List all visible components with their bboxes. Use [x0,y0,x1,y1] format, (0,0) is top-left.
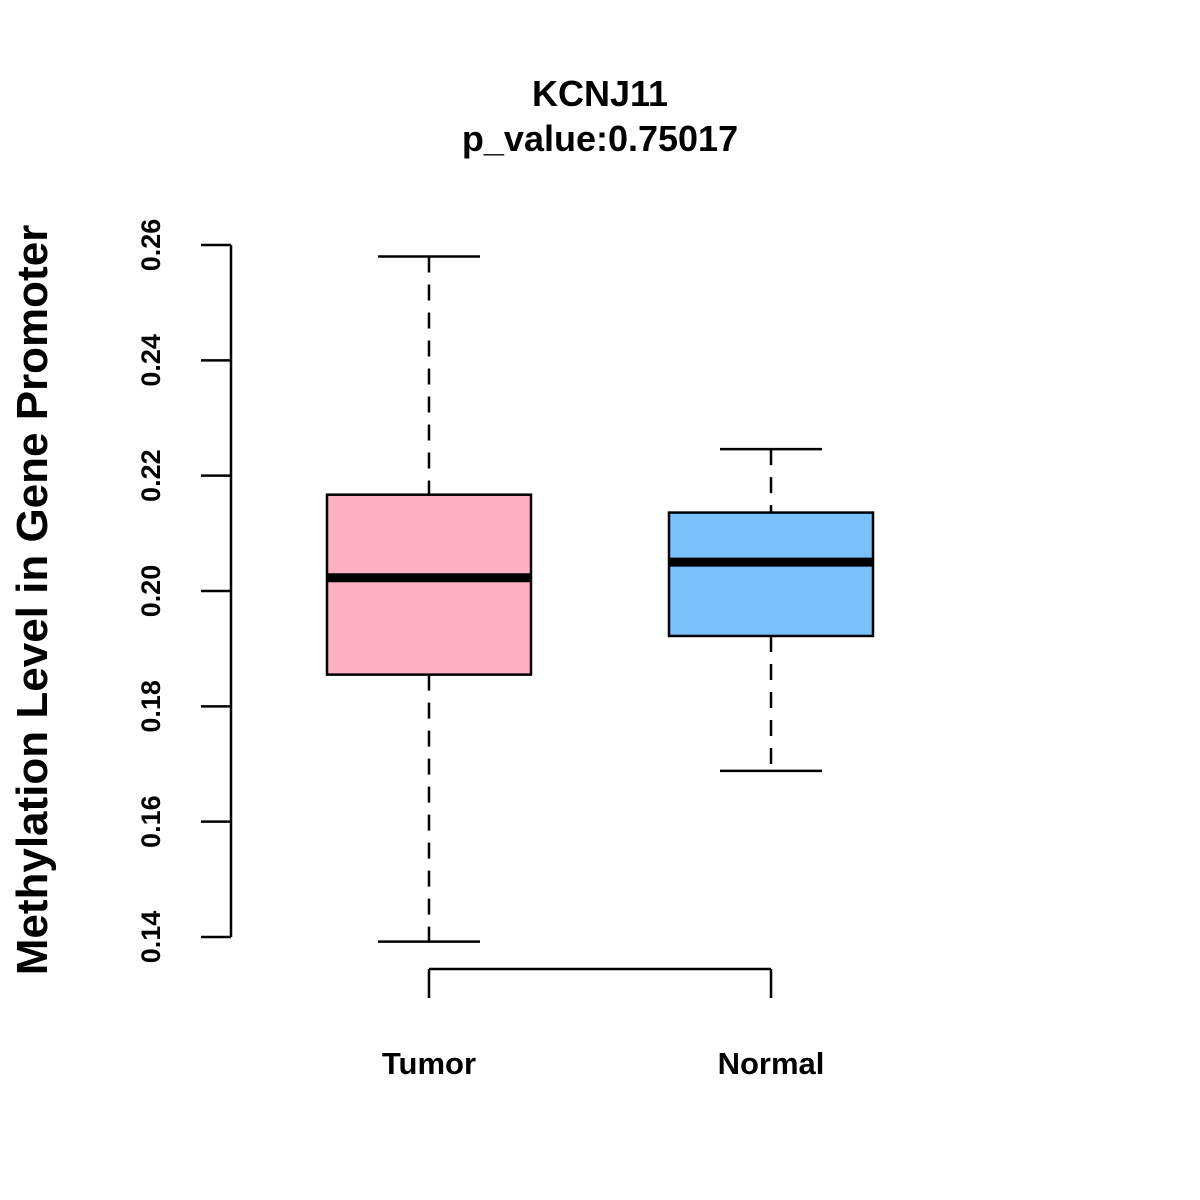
box-plots [325,255,875,943]
y-tick-label: 0.20 [136,565,166,618]
y-tick-label: 0.26 [136,219,166,272]
y-tick-label: 0.22 [136,449,166,502]
y-tick-label: 0.24 [136,334,166,387]
y-tick-label: 0.14 [136,911,166,964]
x-axis-labels: Tumor Normal [382,1046,824,1081]
chart-subtitle: p_value:0.75017 [462,118,738,159]
box-normal [667,447,875,773]
y-tick-label: 0.18 [136,680,166,733]
chart-title: KCNJ11 [532,73,668,114]
comparison-bracket [427,967,773,998]
y-tick-label: 0.16 [136,795,166,848]
iqr-box [325,493,533,676]
y-axis-title: Methylation Level in Gene Promoter [8,225,57,976]
iqr-box [667,511,875,638]
box-tumor [325,255,533,943]
x-label-tumor: Tumor [382,1046,476,1081]
x-label-normal: Normal [718,1046,825,1081]
y-axis: 0.14 0.16 0.18 0.20 0.22 0.24 0.26 [136,219,233,964]
